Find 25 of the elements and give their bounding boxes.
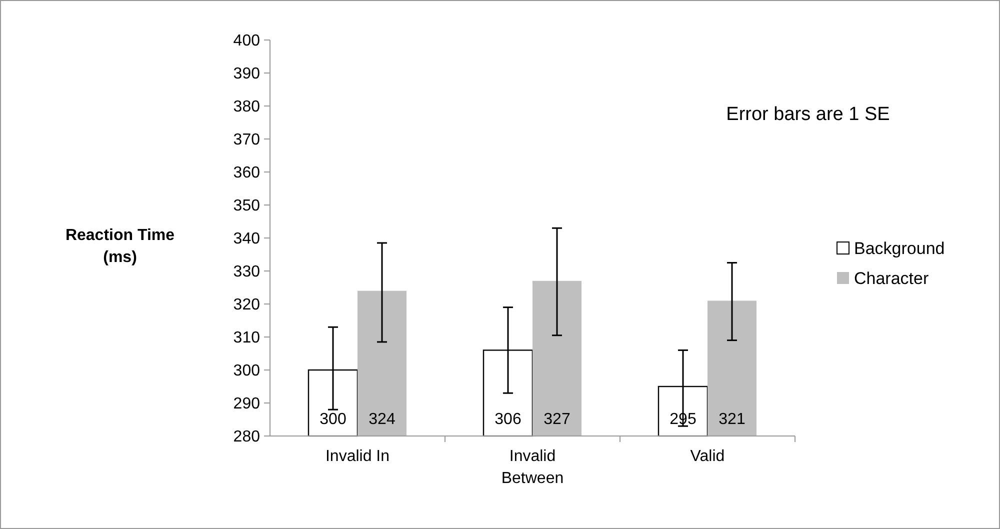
data-label: 321 [718,411,746,428]
y-tick-label: 310 [233,330,260,347]
data-label: 327 [544,411,570,428]
data-label: 306 [494,411,522,428]
y-tick-label: 340 [233,230,260,248]
y-tick-label: 390 [233,66,260,83]
y-tick-label: 280 [233,428,260,446]
y-tick-label: 370 [233,132,260,149]
x-tick-label: Invalid In [325,448,390,465]
y-tick-label: 330 [233,264,260,281]
y-tick-label: 320 [233,296,260,314]
y-tick-label: 350 [233,198,260,215]
data-label: 300 [320,411,346,428]
y-tick-label: 400 [233,32,260,50]
y-tick-label: 380 [233,98,260,116]
y-tick-label: 300 [233,362,260,380]
y-axis-title: Reaction Time (ms) [65,227,175,266]
x-tick-label: Invalid Between [501,448,564,487]
annotation: Error bars are 1 SE [726,104,890,125]
legend-label: Character [854,268,929,288]
legend-label: Background [854,238,945,258]
x-tick-label: Valid [690,448,725,465]
data-label: 324 [368,411,396,428]
y-tick-label: 360 [233,164,260,182]
y-tick-label: 290 [233,396,260,413]
